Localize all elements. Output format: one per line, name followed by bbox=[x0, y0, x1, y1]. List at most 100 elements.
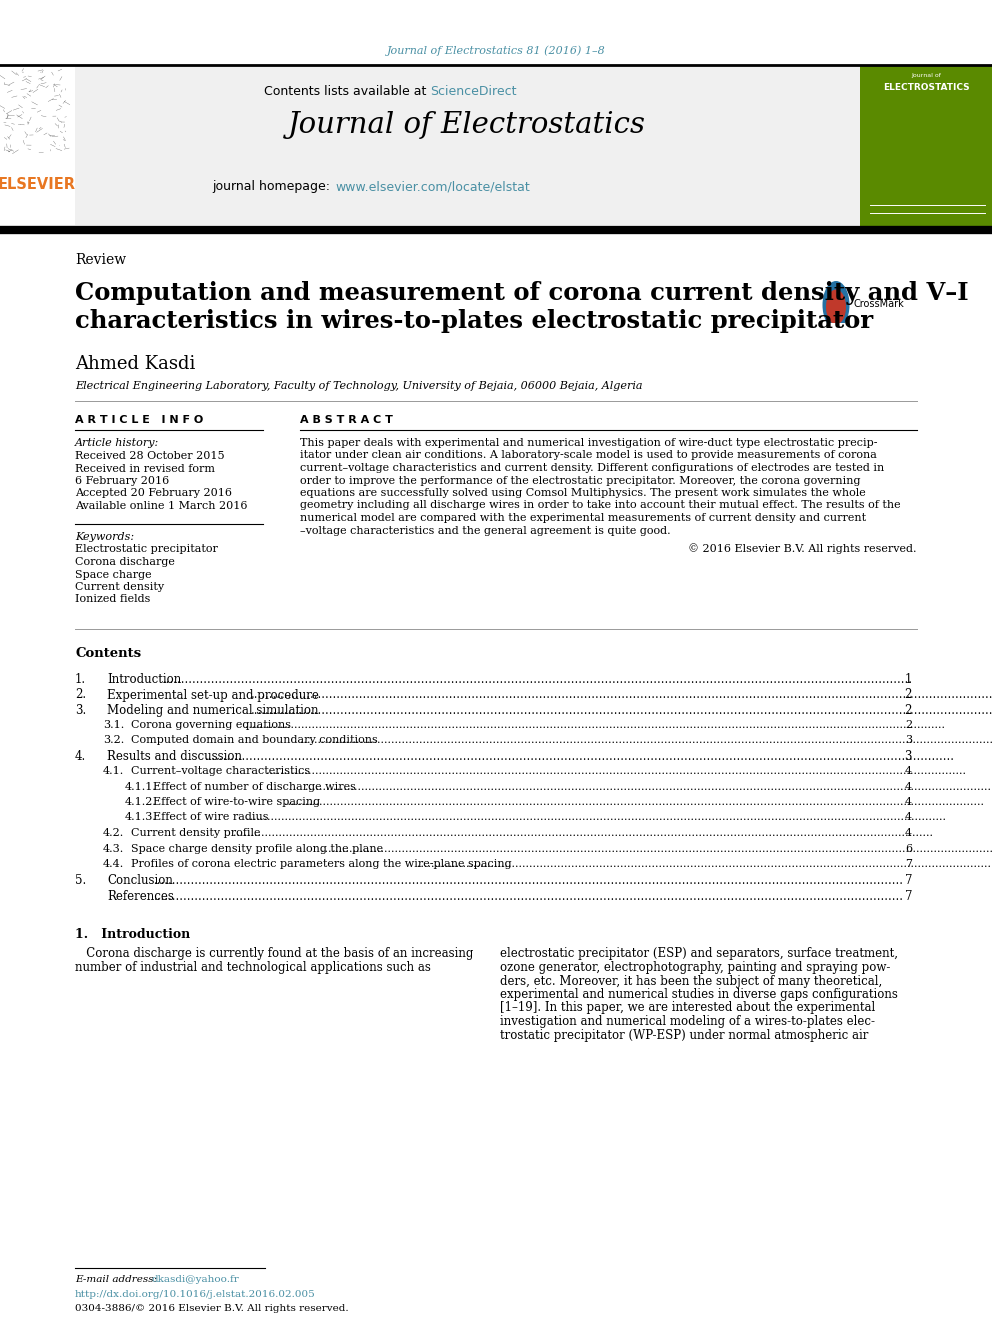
Text: 4.4.: 4.4. bbox=[103, 859, 124, 869]
Text: 7: 7 bbox=[905, 859, 912, 869]
Text: ozone generator, electrophotography, painting and spraying pow-: ozone generator, electrophotography, pai… bbox=[500, 960, 891, 974]
Text: ................................................................................: ........................................… bbox=[154, 875, 904, 888]
Text: Space charge density profile along the plane: Space charge density profile along the p… bbox=[131, 844, 383, 853]
Bar bbox=[0, 65, 75, 232]
Text: Effect of wire-to-wire spacing: Effect of wire-to-wire spacing bbox=[153, 796, 320, 807]
Text: Electrostatic precipitator: Electrostatic precipitator bbox=[75, 545, 218, 554]
Text: Computed domain and boundary conditions: Computed domain and boundary conditions bbox=[131, 736, 378, 745]
Text: Keywords:: Keywords: bbox=[75, 532, 134, 541]
Text: ................................................................................: ........................................… bbox=[320, 844, 992, 853]
Text: 2: 2 bbox=[905, 720, 912, 729]
Text: Journal of Electrostatics: Journal of Electrostatics bbox=[288, 111, 646, 139]
Text: 4.1.1.: 4.1.1. bbox=[125, 782, 157, 791]
Text: CrossMark: CrossMark bbox=[854, 299, 905, 310]
Ellipse shape bbox=[826, 290, 846, 324]
Text: Current density profile: Current density profile bbox=[131, 828, 261, 837]
Text: 3.1.: 3.1. bbox=[103, 720, 124, 729]
Text: ................................................................................: ........................................… bbox=[232, 828, 932, 837]
Text: 4: 4 bbox=[905, 828, 912, 837]
Text: Electrical Engineering Laboratory, Faculty of Technology, University of Bejaia, : Electrical Engineering Laboratory, Facul… bbox=[75, 381, 643, 392]
Text: ................................................................................: ........................................… bbox=[163, 673, 913, 687]
Text: 2: 2 bbox=[905, 688, 912, 701]
Text: 3.2.: 3.2. bbox=[103, 736, 124, 745]
Text: 4: 4 bbox=[905, 766, 912, 777]
Text: This paper deals with experimental and numerical investigation of wire-duct type: This paper deals with experimental and n… bbox=[300, 438, 878, 448]
Text: [1–19]. In this paper, we are interested about the experimental: [1–19]. In this paper, we are interested… bbox=[500, 1002, 875, 1015]
Text: 2.: 2. bbox=[75, 688, 86, 701]
Text: E-mail address:: E-mail address: bbox=[75, 1275, 157, 1285]
Text: ................................................................................: ........................................… bbox=[154, 890, 904, 904]
Text: Available online 1 March 2016: Available online 1 March 2016 bbox=[75, 501, 247, 511]
Text: ELSEVIER: ELSEVIER bbox=[0, 177, 76, 192]
Text: Space charge: Space charge bbox=[75, 569, 152, 579]
Text: 6 February 2016: 6 February 2016 bbox=[75, 476, 170, 486]
Text: 0304-3886/© 2016 Elsevier B.V. All rights reserved.: 0304-3886/© 2016 Elsevier B.V. All right… bbox=[75, 1304, 348, 1312]
Text: Effect of number of discharge wires: Effect of number of discharge wires bbox=[153, 782, 356, 791]
Text: current–voltage characteristics and current density. Different configurations of: current–voltage characteristics and curr… bbox=[300, 463, 884, 474]
Text: ................................................................................: ........................................… bbox=[284, 796, 984, 807]
Text: 4: 4 bbox=[905, 812, 912, 823]
Text: 3: 3 bbox=[905, 736, 912, 745]
Text: 2: 2 bbox=[905, 704, 912, 717]
Text: A R T I C L E   I N F O: A R T I C L E I N F O bbox=[75, 415, 203, 425]
Text: 7: 7 bbox=[905, 875, 912, 888]
Text: References: References bbox=[107, 890, 174, 904]
Text: 7: 7 bbox=[905, 890, 912, 904]
Text: Received 28 October 2015: Received 28 October 2015 bbox=[75, 451, 224, 460]
Text: Ionized fields: Ionized fields bbox=[75, 594, 151, 605]
Text: Modeling and numerical simulation: Modeling and numerical simulation bbox=[107, 704, 318, 717]
Text: ................................................................................: ........................................… bbox=[251, 688, 992, 701]
Text: ................................................................................: ........................................… bbox=[204, 750, 954, 763]
Text: Current density: Current density bbox=[75, 582, 164, 591]
Bar bbox=[860, 65, 992, 232]
Ellipse shape bbox=[822, 280, 849, 329]
Text: Conclusion: Conclusion bbox=[107, 875, 173, 888]
Polygon shape bbox=[826, 323, 846, 333]
Text: ................................................................................: ........................................… bbox=[251, 704, 992, 717]
Text: Received in revised form: Received in revised form bbox=[75, 463, 215, 474]
Text: journal homepage:: journal homepage: bbox=[212, 180, 330, 193]
Text: Contents lists available at: Contents lists available at bbox=[264, 85, 430, 98]
Text: 4.: 4. bbox=[75, 750, 86, 763]
Text: electrostatic precipitator (ESP) and separators, surface treatment,: electrostatic precipitator (ESP) and sep… bbox=[500, 947, 898, 960]
Text: Corona discharge is currently found at the basis of an increasing: Corona discharge is currently found at t… bbox=[75, 947, 473, 960]
Text: trostatic precipitator (WP-ESP) under normal atmospheric air: trostatic precipitator (WP-ESP) under no… bbox=[500, 1028, 868, 1041]
Bar bbox=[75, 65, 860, 225]
Text: ................................................................................: ........................................… bbox=[418, 859, 992, 869]
Text: ................................................................................: ........................................… bbox=[300, 736, 992, 745]
Text: Article history:: Article history: bbox=[75, 438, 160, 448]
Text: Computation and measurement of corona current density and V–I: Computation and measurement of corona cu… bbox=[75, 280, 968, 306]
Text: © 2016 Elsevier B.V. All rights reserved.: © 2016 Elsevier B.V. All rights reserved… bbox=[688, 542, 917, 554]
Text: ................................................................................: ........................................… bbox=[305, 782, 992, 791]
Text: equations are successfully solved using Comsol Multiphysics. The present work si: equations are successfully solved using … bbox=[300, 488, 866, 497]
Text: 4.1.2.: 4.1.2. bbox=[125, 796, 157, 807]
Text: Accepted 20 February 2016: Accepted 20 February 2016 bbox=[75, 488, 232, 499]
Text: 3: 3 bbox=[905, 750, 912, 763]
Text: experimental and numerical studies in diverse gaps configurations: experimental and numerical studies in di… bbox=[500, 988, 898, 1002]
Text: 4: 4 bbox=[905, 796, 912, 807]
Text: A B S T R A C T: A B S T R A C T bbox=[300, 415, 393, 425]
Text: ................................................................................: ........................................… bbox=[245, 720, 945, 729]
Text: 4.1.: 4.1. bbox=[103, 766, 124, 777]
Text: Journal of Electrostatics 81 (2016) 1–8: Journal of Electrostatics 81 (2016) 1–8 bbox=[387, 45, 605, 56]
Text: 4.2.: 4.2. bbox=[103, 828, 124, 837]
Text: ders, etc. Moreover, it has been the subject of many theoretical,: ders, etc. Moreover, it has been the sub… bbox=[500, 975, 882, 987]
Text: –voltage characteristics and the general agreement is quite good.: –voltage characteristics and the general… bbox=[300, 525, 671, 536]
Text: order to improve the performance of the electrostatic precipitator. Moreover, th: order to improve the performance of the … bbox=[300, 475, 860, 486]
Text: ScienceDirect: ScienceDirect bbox=[430, 85, 517, 98]
Text: Results and discussion: Results and discussion bbox=[107, 750, 242, 763]
Text: Introduction: Introduction bbox=[107, 673, 182, 687]
Text: investigation and numerical modeling of a wires-to-plates elec-: investigation and numerical modeling of … bbox=[500, 1015, 875, 1028]
Text: 1.   Introduction: 1. Introduction bbox=[75, 927, 190, 941]
Text: ................................................................................: ........................................… bbox=[246, 812, 946, 823]
Text: 4.3.: 4.3. bbox=[103, 844, 124, 853]
Text: Journal of: Journal of bbox=[911, 73, 941, 78]
Text: Contents: Contents bbox=[75, 647, 141, 660]
Text: 4.1.3.: 4.1.3. bbox=[125, 812, 157, 823]
Text: ................................................................................: ........................................… bbox=[266, 766, 966, 777]
Text: www.elsevier.com/locate/elstat: www.elsevier.com/locate/elstat bbox=[335, 180, 530, 193]
Text: Current–voltage characteristics: Current–voltage characteristics bbox=[131, 766, 310, 777]
Text: characteristics in wires-to-plates electrostatic precipitator: characteristics in wires-to-plates elect… bbox=[75, 310, 873, 333]
Text: number of industrial and technological applications such as: number of industrial and technological a… bbox=[75, 960, 431, 974]
Text: geometry including all discharge wires in order to take into account their mutua: geometry including all discharge wires i… bbox=[300, 500, 901, 511]
